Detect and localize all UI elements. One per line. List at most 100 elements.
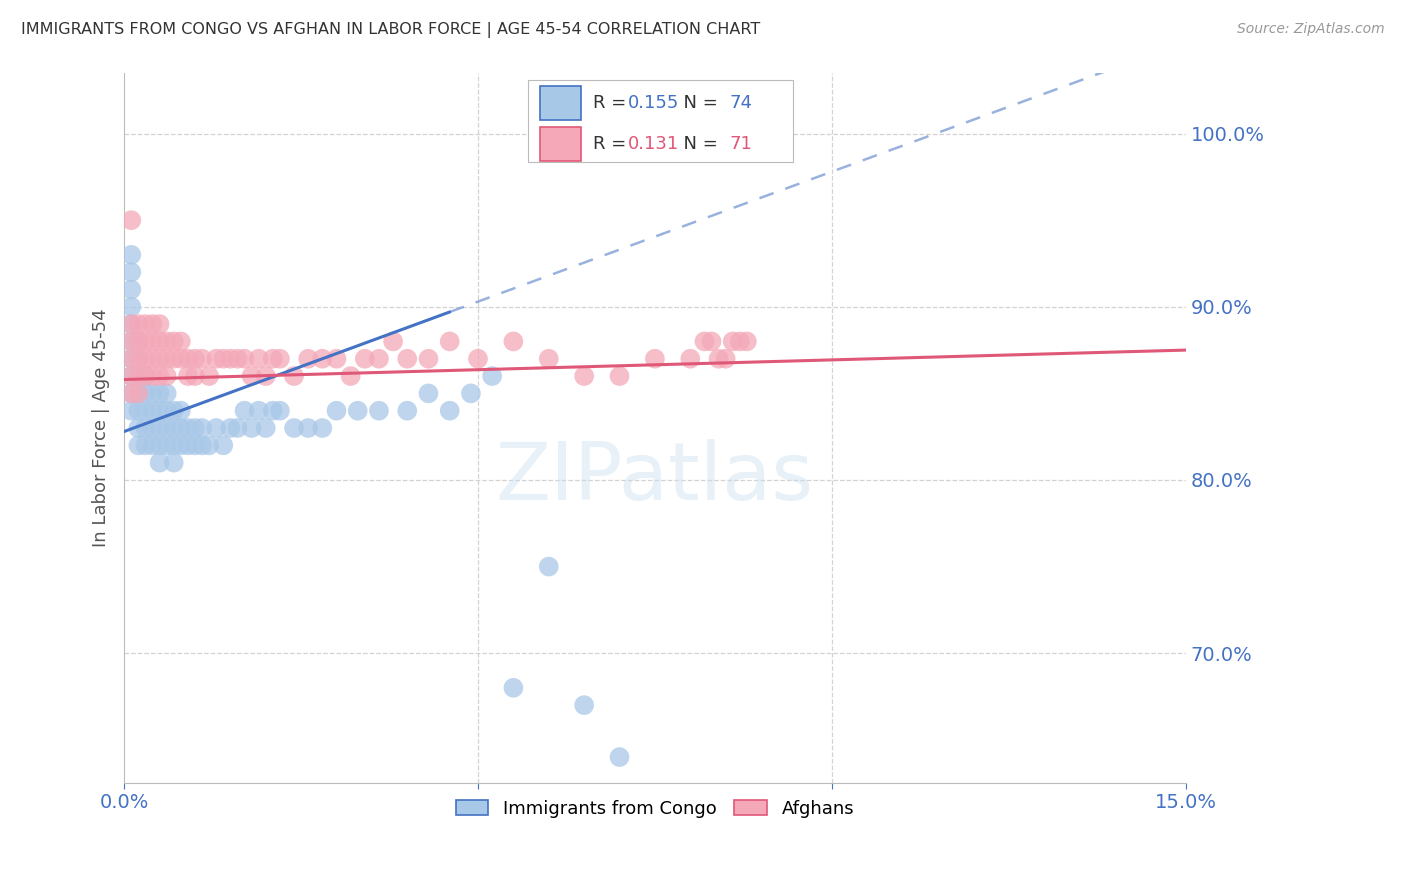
Point: [127, 421, 149, 435]
Point: [233, 403, 256, 417]
Point: [141, 334, 163, 349]
Point: [120, 213, 142, 227]
Point: [735, 334, 758, 349]
Y-axis label: In Labor Force | Age 45-54: In Labor Force | Age 45-54: [93, 309, 110, 548]
Point: [120, 248, 142, 262]
Point: [163, 421, 186, 435]
Point: [707, 351, 730, 366]
Point: [346, 403, 368, 417]
Point: [537, 559, 560, 574]
Point: [609, 750, 631, 764]
Point: [396, 403, 419, 417]
Point: [149, 351, 172, 366]
Point: [368, 351, 391, 366]
Text: N =: N =: [672, 135, 724, 153]
Point: [120, 386, 142, 401]
Point: [120, 386, 142, 401]
Point: [134, 369, 156, 384]
Point: [460, 386, 482, 401]
Text: IMMIGRANTS FROM CONGO VS AFGHAN IN LABOR FORCE | AGE 45-54 CORRELATION CHART: IMMIGRANTS FROM CONGO VS AFGHAN IN LABOR…: [21, 22, 761, 38]
Point: [198, 369, 221, 384]
Point: [368, 403, 391, 417]
Point: [325, 351, 347, 366]
Point: [134, 351, 156, 366]
Point: [679, 351, 702, 366]
Point: [156, 403, 179, 417]
Point: [120, 334, 142, 349]
Point: [156, 421, 179, 435]
Point: [163, 334, 186, 349]
Point: [120, 300, 142, 314]
Point: [149, 369, 172, 384]
Point: [644, 351, 666, 366]
Point: [714, 351, 737, 366]
Point: [170, 351, 193, 366]
Point: [418, 351, 440, 366]
Point: [163, 403, 186, 417]
Point: [141, 438, 163, 452]
Point: [149, 456, 172, 470]
Point: [120, 351, 142, 366]
Point: [134, 334, 156, 349]
Point: [728, 334, 751, 349]
Point: [184, 438, 207, 452]
Point: [127, 334, 149, 349]
Point: [184, 421, 207, 435]
Text: 0.155: 0.155: [628, 94, 679, 112]
Point: [184, 351, 207, 366]
Point: [170, 334, 193, 349]
Point: [156, 334, 179, 349]
Point: [297, 421, 319, 435]
Point: [170, 421, 193, 435]
Point: [127, 351, 149, 366]
Point: [120, 351, 142, 366]
Point: [311, 351, 333, 366]
Point: [120, 369, 142, 384]
Point: [177, 438, 200, 452]
Point: [240, 369, 263, 384]
Point: [467, 351, 489, 366]
Point: [609, 369, 631, 384]
Point: [156, 369, 179, 384]
Bar: [540, 127, 581, 161]
Point: [127, 317, 149, 331]
Text: ZIPatlas: ZIPatlas: [496, 439, 814, 516]
Point: [269, 403, 291, 417]
Text: Source: ZipAtlas.com: Source: ZipAtlas.com: [1237, 22, 1385, 37]
Point: [502, 681, 524, 695]
Legend: Immigrants from Congo, Afghans: Immigrants from Congo, Afghans: [449, 793, 862, 825]
Point: [177, 421, 200, 435]
Point: [269, 351, 291, 366]
Text: N =: N =: [672, 94, 724, 112]
Point: [149, 317, 172, 331]
Bar: [540, 86, 581, 120]
Point: [120, 265, 142, 279]
Text: R =: R =: [593, 94, 633, 112]
Point: [141, 421, 163, 435]
Point: [127, 334, 149, 349]
Point: [205, 421, 228, 435]
Point: [212, 438, 235, 452]
Point: [311, 421, 333, 435]
Point: [297, 351, 319, 366]
Point: [283, 421, 305, 435]
Point: [149, 386, 172, 401]
Point: [120, 369, 142, 384]
Point: [141, 403, 163, 417]
Point: [141, 369, 163, 384]
Point: [233, 351, 256, 366]
Point: [481, 369, 503, 384]
Point: [120, 317, 142, 331]
Point: [127, 386, 149, 401]
Point: [141, 351, 163, 366]
Point: [141, 386, 163, 401]
Point: [184, 369, 207, 384]
Point: [396, 351, 419, 366]
Point: [134, 421, 156, 435]
Point: [418, 386, 440, 401]
Point: [127, 351, 149, 366]
Point: [502, 334, 524, 349]
Point: [127, 369, 149, 384]
Point: [247, 403, 270, 417]
Point: [170, 438, 193, 452]
